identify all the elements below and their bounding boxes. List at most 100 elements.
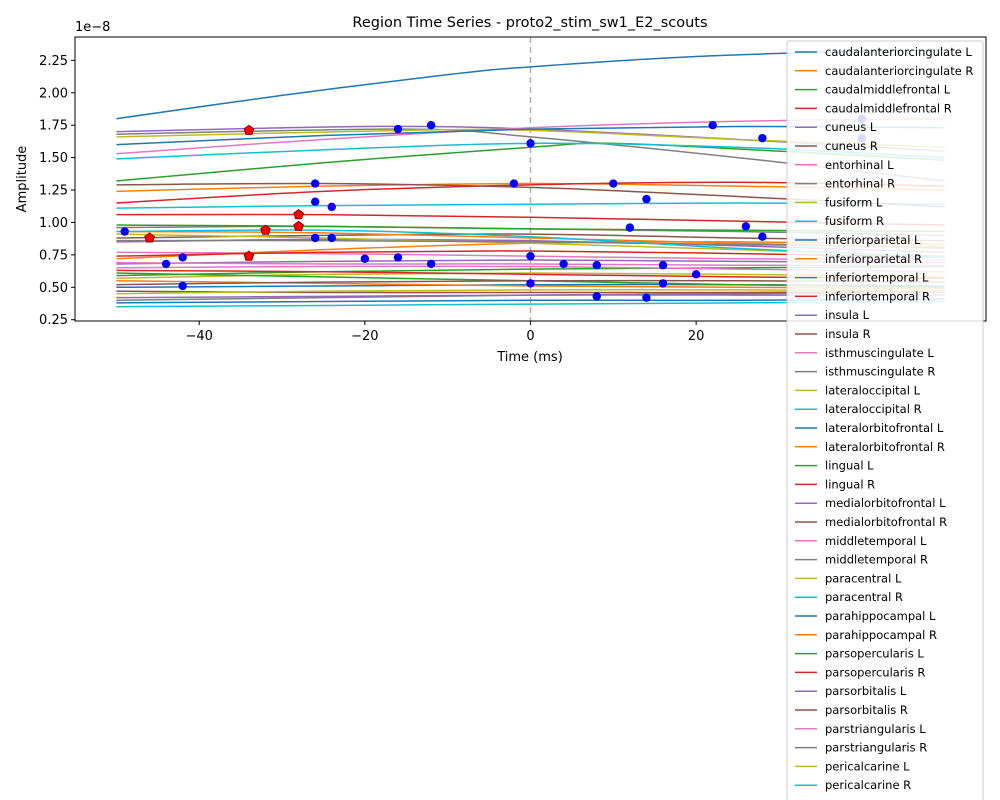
- trough-marker: [293, 220, 304, 231]
- legend-items: caudalanteriorcingulate L caudalanteriorc…: [795, 45, 973, 792]
- x-axis-label: Time (ms): [496, 350, 563, 365]
- peak-marker: [161, 259, 171, 269]
- y-axis-label: Amplitude: [15, 146, 30, 213]
- legend-label: pericalcarine R: [825, 778, 911, 792]
- peak-marker: [526, 251, 535, 261]
- legend-entry: inferiortemporal L: [795, 271, 929, 285]
- legend-label: inferiortemporal L: [825, 271, 929, 285]
- legend-entry: medialorbitofrontal L: [795, 496, 946, 510]
- legend-label: parahippocampal L: [825, 609, 936, 623]
- peak-marker: [426, 259, 436, 269]
- legend-label: lateraloccipital R: [825, 402, 922, 416]
- legend-label: cuneus R: [825, 139, 878, 153]
- legend-entry: inferiorparietal R: [795, 252, 922, 266]
- legend-label: middletemporal R: [825, 553, 928, 567]
- peak-marker: [708, 120, 717, 130]
- peak-marker: [526, 279, 535, 288]
- legend-entry: parsorbitalis L: [795, 684, 907, 698]
- legend-label: isthmuscingulate L: [825, 346, 934, 360]
- y-tick-label: 1.00: [39, 216, 68, 231]
- legend-label: parsorbitalis R: [825, 703, 908, 717]
- legend-label: parstriangularis R: [825, 741, 927, 755]
- legend-label: parsopercularis R: [825, 665, 925, 679]
- legend-label: caudalmiddlefrontal R: [825, 101, 952, 115]
- legend-entry: caudalanteriorcingulate L: [795, 45, 972, 59]
- peak-marker: [609, 179, 618, 188]
- peak-marker: [526, 139, 535, 148]
- peak-marker: [310, 233, 320, 243]
- y-scale-label: 1e−8: [75, 20, 110, 35]
- legend-entry: fusiform L: [795, 195, 883, 209]
- y-tick-label: 1.25: [39, 184, 68, 199]
- y-tick-label: 2.25: [39, 54, 68, 69]
- legend-entry: parsorbitalis R: [795, 703, 908, 717]
- legend-entry: paracentral L: [795, 571, 902, 585]
- peak-marker: [426, 120, 436, 130]
- peak-marker: [691, 270, 701, 279]
- peak-marker: [310, 197, 320, 206]
- y-tick-label: 1.50: [39, 151, 68, 166]
- legend-label: caudalanteriorcingulate L: [825, 45, 972, 59]
- x-tick-label: 20: [688, 329, 705, 344]
- peak-marker: [658, 261, 668, 270]
- legend-entry: isthmuscingulate R: [795, 365, 935, 379]
- chart-title: Region Time Series - proto2_stim_sw1_E2_…: [352, 15, 707, 31]
- peak-marker: [758, 133, 767, 143]
- peak-marker: [120, 227, 129, 236]
- legend-label: lingual R: [825, 477, 875, 491]
- legend-entry: lateraloccipital R: [795, 402, 922, 416]
- legend-entry: cuneus R: [795, 139, 878, 153]
- peak-marker: [509, 179, 519, 188]
- legend-entry: parahippocampal R: [795, 628, 937, 642]
- peak-marker: [625, 223, 635, 232]
- legend-entry: pericalcarine L: [795, 759, 910, 773]
- y-axis-ticks: 0.25 0.50 0.75 1.00 1.25 1.50 1.75 2.00 2.25: [39, 54, 75, 328]
- x-tick-label: −40: [186, 329, 213, 344]
- y-tick-label: 2.00: [39, 86, 68, 101]
- legend-label: parstriangularis L: [825, 722, 926, 736]
- legend-label: caudalmiddlefrontal L: [825, 83, 951, 97]
- legend-frame: [786, 40, 984, 800]
- marker-layer: [120, 114, 866, 302]
- trough-marker: [243, 250, 255, 261]
- y-tick-label: 0.50: [39, 281, 68, 296]
- x-axis-ticks: −40 −20 0 20: [186, 321, 705, 344]
- legend-entry: inferiortemporal R: [795, 289, 930, 303]
- legend-label: fusiform L: [825, 195, 883, 209]
- peak-marker: [592, 292, 601, 301]
- legend-entry: parahippocampal L: [795, 609, 936, 623]
- legend: caudalanteriorcingulate L caudalanteriorc…: [786, 40, 984, 800]
- peak-marker: [310, 179, 320, 188]
- legend-entry: caudalanteriorcingulate R: [795, 64, 973, 78]
- peak-marker: [658, 279, 668, 288]
- legend-entry: middletemporal L: [795, 534, 927, 548]
- legend-label: paracentral L: [825, 571, 902, 585]
- legend-label: middletemporal L: [825, 534, 927, 548]
- x-tick-label: 0: [526, 329, 534, 344]
- legend-entry: pericalcarine R: [795, 778, 911, 792]
- peak-marker: [741, 222, 751, 231]
- legend-entry: fusiform R: [795, 214, 884, 228]
- y-tick-label: 0.75: [39, 248, 68, 263]
- legend-label: parsopercularis L: [825, 647, 924, 661]
- legend-entry: lingual L: [795, 459, 874, 473]
- legend-entry: entorhinal L: [795, 158, 894, 172]
- legend-label: isthmuscingulate R: [825, 365, 935, 379]
- legend-label: caudalanteriorcingulate R: [825, 64, 973, 78]
- x-tick-label: −20: [351, 329, 378, 344]
- legend-entry: lateralorbitofrontal L: [795, 421, 944, 435]
- peak-marker: [559, 259, 568, 269]
- legend-entry: cuneus L: [795, 120, 877, 134]
- legend-entry: parstriangularis R: [795, 741, 927, 755]
- peak-marker: [393, 124, 403, 134]
- legend-entry: parstriangularis L: [795, 722, 926, 736]
- legend-entry: medialorbitofrontal R: [795, 515, 947, 529]
- peak-marker: [178, 253, 187, 262]
- legend-entry: insula L: [795, 308, 870, 322]
- legend-entry: insula R: [795, 327, 871, 341]
- trough-marker: [260, 224, 271, 235]
- legend-entry: lateraloccipital L: [795, 383, 921, 397]
- legend-label: insula R: [825, 327, 871, 341]
- peak-marker: [393, 253, 403, 262]
